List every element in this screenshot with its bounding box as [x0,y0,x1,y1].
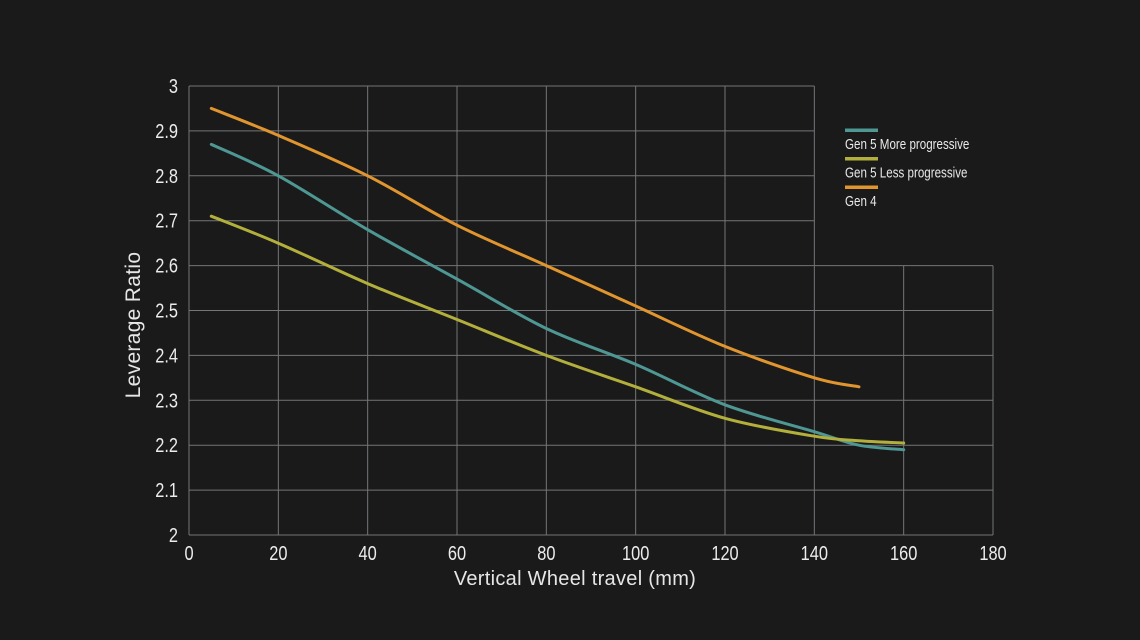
x-tick-label: 0 [184,541,193,564]
axis-tick-labels: 0 20 40 60 80 100 120 140 160 180 2 2.1 2.2 2.3 2.4 2.5… [155,74,1006,564]
legend-item: Gen 5 More progressive [845,128,969,153]
y-tick-label: 3 [169,74,178,97]
y-tick-label: 2.5 [155,299,178,322]
legend-swatch [845,128,878,132]
x-tick-label: 120 [711,541,738,564]
legend-swatch [845,185,878,189]
series-line-gen-4 [209,106,861,389]
legend-label: Gen 5 Less progressive [845,164,967,181]
y-tick-label: 2.8 [155,164,178,187]
legend-item: Gen 4 [845,185,878,210]
y-tick-label: 2 [169,523,178,546]
x-tick-label: 40 [359,541,377,564]
y-axis-title: Leverage Ratio [122,252,145,399]
y-tick-label: 2.4 [155,344,178,367]
y-tick-label: 2.2 [155,434,178,457]
grid [188,85,994,536]
y-tick-label: 2.9 [155,119,178,142]
x-axis-title: Vertical Wheel travel (mm) [454,568,696,590]
legend-item: Gen 5 Less progressive [845,157,967,181]
series-lines [209,106,906,452]
x-tick-label: 160 [890,541,917,564]
y-tick-label: 2.3 [155,389,178,412]
x-tick-label: 100 [622,541,649,564]
series-line-gen-5-more-progressive [209,142,906,452]
series-line-gen-5-less-progressive [209,214,906,445]
y-tick-label: 2.7 [155,209,178,232]
x-tick-label: 80 [537,541,555,564]
legend-swatch [845,157,878,161]
x-tick-label: 60 [448,541,466,564]
legend: Gen 5 More progressive Gen 5 Less progres… [845,128,969,210]
x-tick-label: 180 [979,541,1006,564]
y-tick-label: 2.1 [155,479,178,502]
legend-label: Gen 5 More progressive [845,136,969,153]
legend-label: Gen 4 [845,193,877,210]
x-tick-label: 140 [801,541,828,564]
x-tick-label: 20 [269,541,287,564]
y-tick-label: 2.6 [155,254,178,277]
